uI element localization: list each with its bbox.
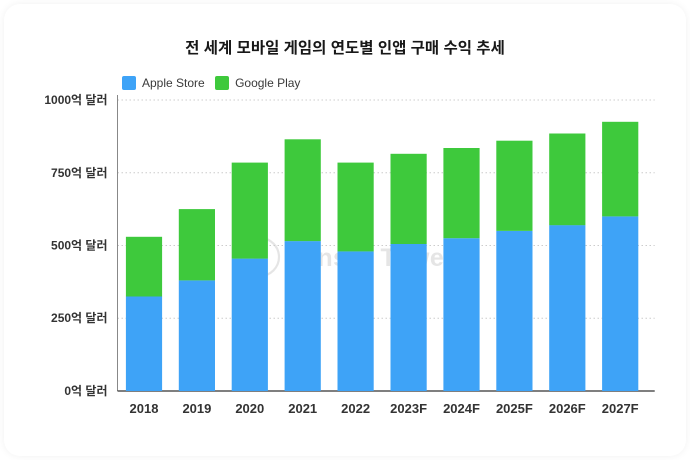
- svg-text:2023F: 2023F: [390, 401, 427, 416]
- svg-text:2020: 2020: [235, 401, 264, 416]
- svg-text:0억 달러: 0억 달러: [64, 384, 107, 398]
- svg-text:750억 달러: 750억 달러: [51, 166, 107, 180]
- svg-text:250억 달러: 250억 달러: [51, 311, 107, 325]
- svg-text:2021: 2021: [288, 401, 317, 416]
- svg-text:500억 달러: 500억 달러: [51, 239, 107, 253]
- svg-text:2019: 2019: [182, 401, 211, 416]
- svg-text:2025F: 2025F: [496, 401, 533, 416]
- svg-text:2027F: 2027F: [602, 401, 639, 416]
- svg-text:2024F: 2024F: [443, 401, 480, 416]
- svg-text:1000억 달러: 1000억 달러: [44, 93, 107, 107]
- svg-text:2018: 2018: [130, 401, 159, 416]
- svg-text:2026F: 2026F: [549, 401, 586, 416]
- svg-text:2022: 2022: [341, 401, 370, 416]
